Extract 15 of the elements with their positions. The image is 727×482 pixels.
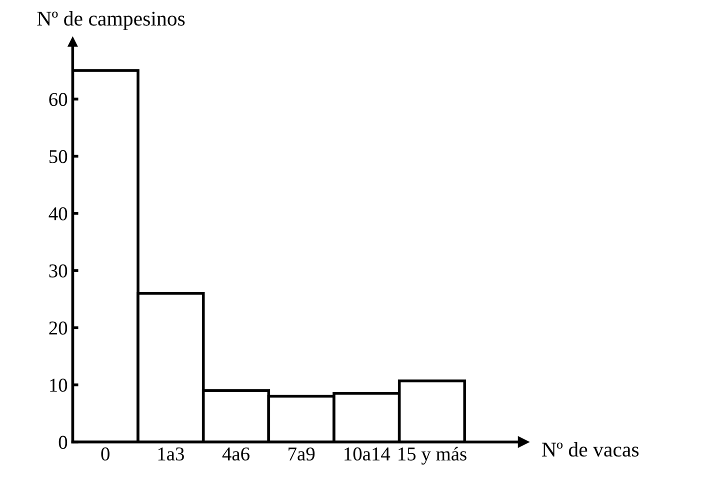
y-tick-label: 0 — [58, 436, 68, 449]
x-tick-label: 15 y más — [398, 446, 466, 465]
x-tick-label: 0 — [101, 447, 110, 461]
x-tick-label: 4a6 — [222, 447, 250, 461]
x-axis-title: Nº de vacas — [542, 442, 639, 457]
y-tick-label: 10 — [50, 378, 68, 392]
y-tick-label: 60 — [49, 92, 68, 106]
y-tick-label: 20 — [49, 322, 68, 335]
y-axis-title: Nº de campesinos — [37, 11, 185, 30]
y-tick-label: 30 — [49, 264, 68, 278]
x-tick-label: 1a3 — [158, 447, 184, 461]
x-tick-label: 7a9 — [288, 447, 315, 461]
y-tick-label: 50 — [50, 150, 68, 164]
y-tick-label: 40 — [48, 207, 68, 220]
x-tick-label: 10a14 — [344, 447, 390, 461]
